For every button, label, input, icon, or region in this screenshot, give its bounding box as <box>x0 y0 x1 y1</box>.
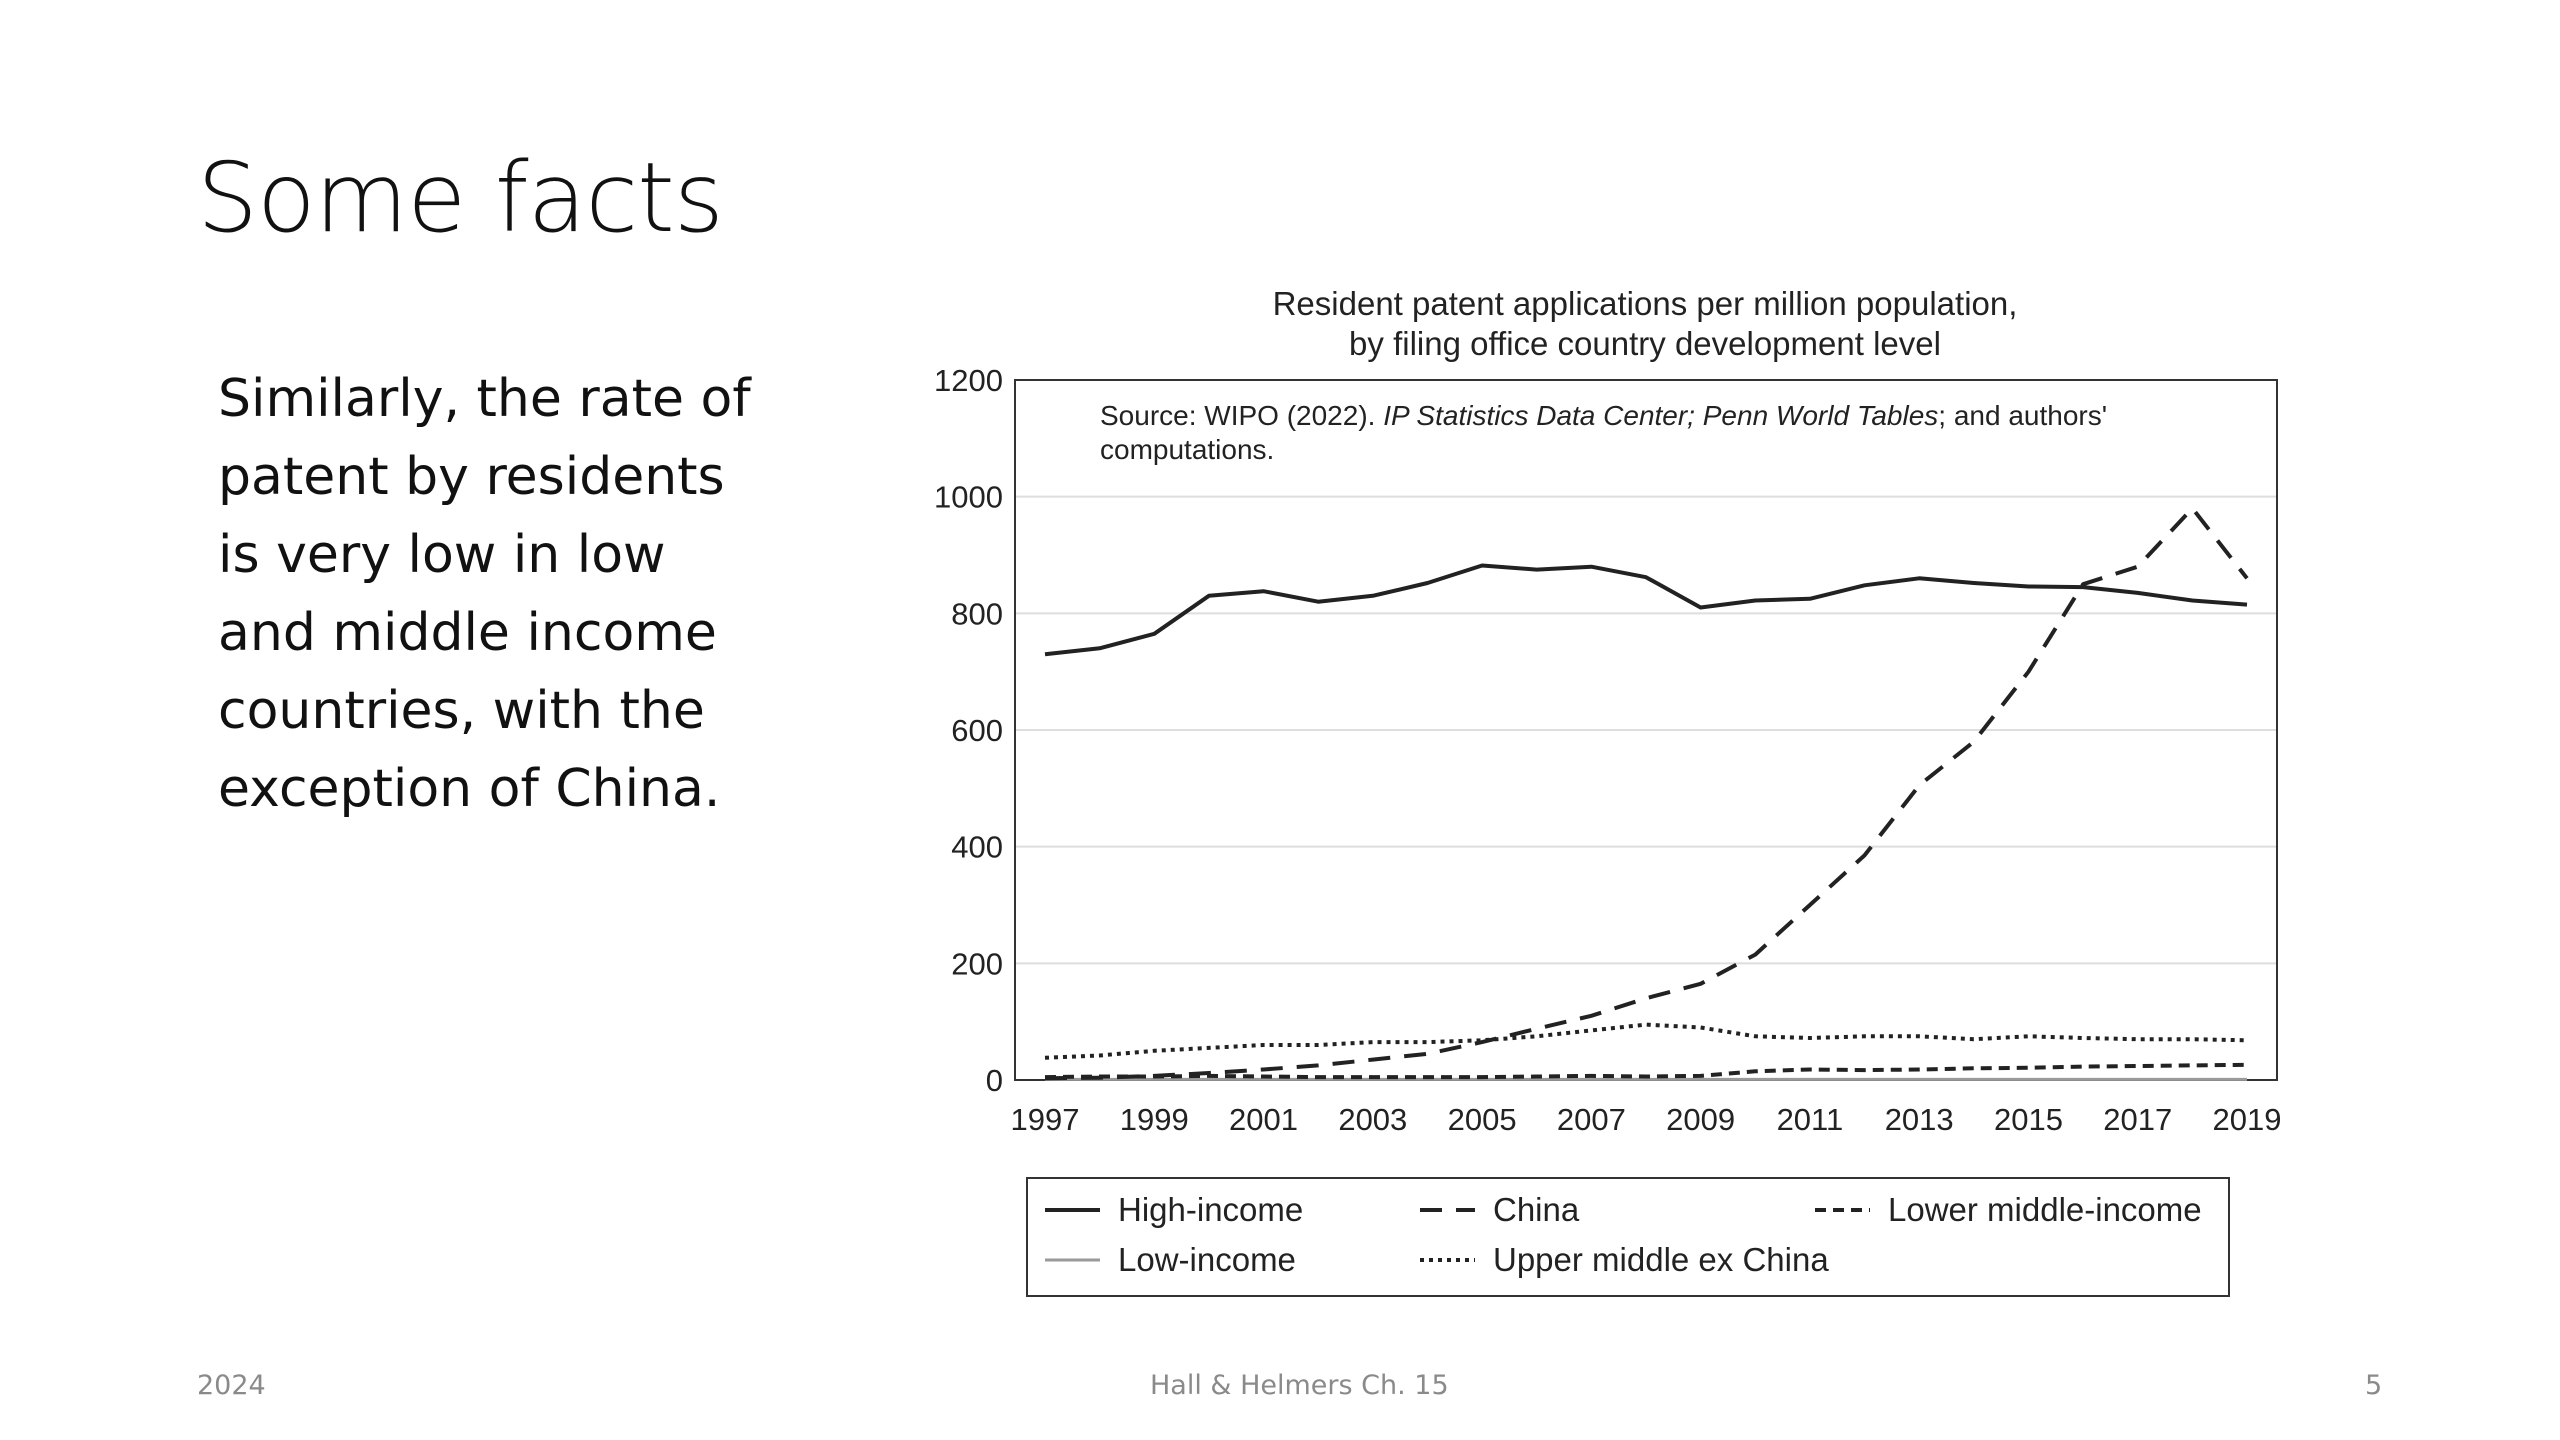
legend-label: China <box>1493 1191 1580 1228</box>
legend-box <box>1026 1177 2230 1297</box>
y-tick-label: 1000 <box>934 480 1003 515</box>
x-tick-label: 2003 <box>1338 1102 1407 1137</box>
x-axis-ticks: 1997 1999 2001 2003 2005 2007 2009 2011 2013 2015… <box>1011 1102 2282 1137</box>
x-tick-label: 2019 <box>2213 1102 2282 1137</box>
x-tick-label: 2013 <box>1885 1102 1954 1137</box>
slide-title: Some facts <box>197 142 724 254</box>
x-tick-label: 1999 <box>1120 1102 1189 1137</box>
source-italic: IP Statistics Data Center; Penn World Ta… <box>1383 400 1938 431</box>
y-tick-label: 600 <box>951 713 1003 748</box>
y-tick-label: 0 <box>986 1063 1003 1098</box>
slide-body-text: Similarly, the rate of patent by residen… <box>218 369 751 819</box>
legend-label: High-income <box>1118 1191 1303 1228</box>
x-tick-label: 1997 <box>1011 1102 1080 1137</box>
series-line-china <box>1044 506 2249 1081</box>
x-tick-label: 2001 <box>1229 1102 1298 1137</box>
chart-source-note: Source: WIPO (2022). IP Statistics Data … <box>1100 400 2107 431</box>
chart-source-note-line2: computations. <box>1100 434 1274 465</box>
x-tick-label: 2015 <box>1994 1102 2063 1137</box>
footer-reference: Hall & Helmers Ch. 15 <box>1150 1370 1449 1401</box>
chart-subtitle: by filing office country development lev… <box>1349 325 1941 362</box>
x-tick-label: 2005 <box>1448 1102 1517 1137</box>
legend-label: Upper middle ex China <box>1493 1241 1829 1278</box>
chart-series <box>1044 506 2249 1081</box>
x-tick-label: 2017 <box>2103 1102 2172 1137</box>
y-tick-label: 1200 <box>934 363 1003 398</box>
source-suffix: ; and authors' <box>1938 400 2107 431</box>
x-tick-label: 2009 <box>1666 1102 1735 1137</box>
y-tick-label: 800 <box>951 596 1003 631</box>
footer-page-number: 5 <box>2365 1370 2383 1401</box>
x-tick-label: 2011 <box>1777 1102 1844 1137</box>
footer-year: 2024 <box>197 1370 266 1401</box>
series-line-high-income <box>1044 563 2248 657</box>
series-line-upper-middle-ex-china <box>1044 1022 2248 1060</box>
y-axis-ticks: 0 200 400 600 800 1000 1200 <box>934 363 1003 1098</box>
chart-title: Resident patent applications per million… <box>1273 285 2018 322</box>
legend-label: Lower middle-income <box>1888 1191 2202 1228</box>
x-tick-label: 2007 <box>1557 1102 1626 1137</box>
chart-legend: High-income China Lower middle-income Low-i… <box>1045 1191 2202 1278</box>
legend-label: Low-income <box>1118 1241 1296 1278</box>
source-prefix: Source: WIPO (2022). <box>1100 400 1383 431</box>
y-tick-label: 200 <box>951 946 1003 981</box>
chart-gridlines <box>1015 495 2277 965</box>
series-line-lower-middle-income <box>1044 1062 2248 1080</box>
y-tick-label: 400 <box>951 830 1003 865</box>
